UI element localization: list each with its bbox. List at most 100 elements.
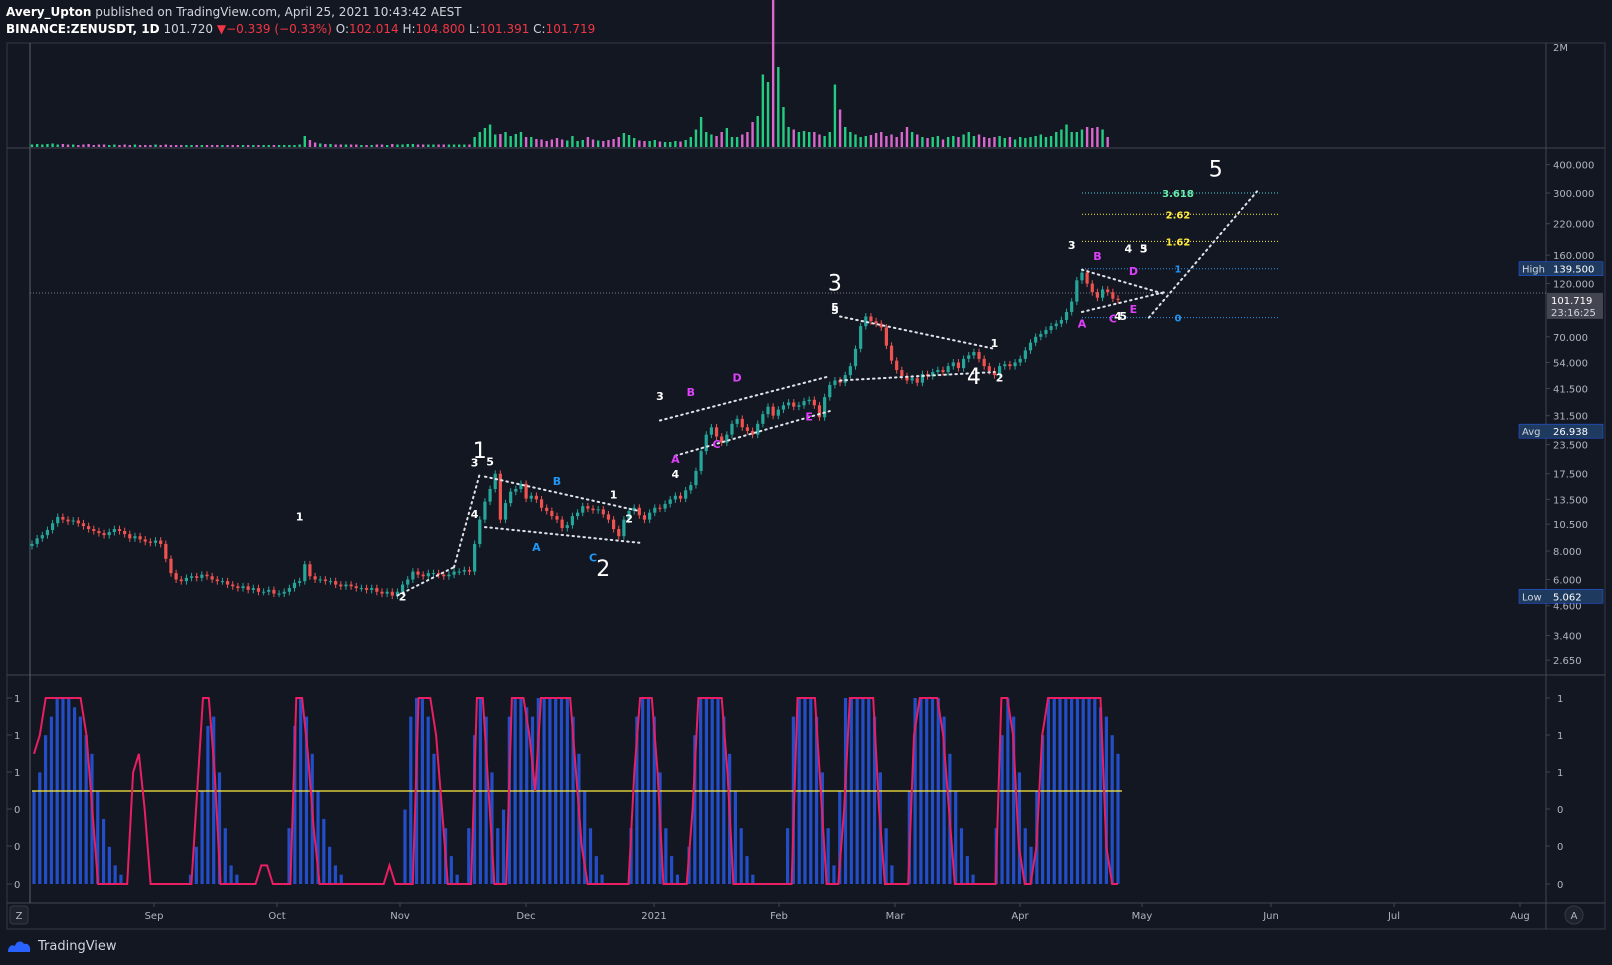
volume-bar — [921, 137, 924, 147]
candle-body — [159, 540, 163, 544]
tradingview-brand[interactable]: TradingView — [38, 938, 117, 954]
candle-body — [900, 370, 904, 377]
wave-line — [453, 472, 481, 569]
price-tick-label: 6.000 — [1553, 575, 1582, 586]
candle — [56, 513, 60, 527]
volume-axis: 4M2M — [1553, 43, 1568, 54]
oscillator-hist-bar — [229, 865, 233, 884]
candle — [627, 507, 631, 524]
volume-bar — [468, 144, 471, 147]
volume-bar — [30, 144, 34, 147]
candle-body — [349, 584, 353, 587]
oscillator-hist-bar — [600, 874, 604, 884]
candle-body — [179, 579, 183, 582]
candle-body — [848, 366, 852, 376]
volume-bar — [648, 141, 651, 147]
volume-bar — [1060, 129, 1063, 147]
candle-body — [699, 451, 703, 471]
volume-bar — [344, 144, 348, 147]
volume-bar — [751, 122, 754, 147]
candle — [612, 516, 616, 533]
wave-label: 4 — [672, 468, 680, 481]
wave-label: 3 — [1068, 239, 1076, 252]
wave-label: C — [589, 551, 597, 564]
volume-bar — [885, 136, 888, 147]
volume-bar — [1080, 129, 1084, 147]
candle-body — [66, 519, 70, 522]
candle-body — [1028, 342, 1033, 351]
candle-body — [323, 579, 327, 582]
candle — [364, 584, 369, 594]
volume-bar — [864, 136, 868, 147]
candle — [740, 415, 744, 431]
candle — [1028, 339, 1033, 354]
volume-bar — [478, 132, 481, 147]
volume-bar — [988, 138, 991, 147]
candle — [133, 532, 137, 542]
candle-body — [843, 375, 847, 383]
candle — [334, 577, 338, 589]
price-axis: 400.000 300.000 220.000 160.000 120.000 70.00… — [1546, 161, 1594, 667]
candle-body — [745, 427, 750, 431]
candle-body — [462, 570, 466, 572]
candle-body — [287, 588, 291, 592]
volume-bar — [607, 140, 610, 147]
oscillator-hist-bar — [43, 735, 48, 884]
volume-bar — [982, 137, 986, 147]
candle — [648, 509, 652, 524]
candle-body — [282, 591, 286, 594]
candle-body — [1003, 364, 1007, 367]
candle-body — [143, 539, 147, 542]
volume-bar — [638, 140, 641, 147]
candle-body — [210, 576, 214, 580]
candle-body — [642, 515, 647, 520]
a-button[interactable]: A — [1564, 905, 1584, 925]
volume-bar — [710, 134, 713, 147]
candle-body — [740, 418, 744, 428]
wave-label: 2 — [996, 372, 1004, 385]
candle-body — [1059, 319, 1063, 324]
candle-body — [956, 362, 961, 369]
candle — [1018, 355, 1022, 366]
oscillator-hist-bar — [1041, 735, 1045, 884]
wave-line — [658, 375, 831, 422]
candle — [493, 470, 497, 493]
candle-body — [931, 372, 935, 377]
candle — [1111, 288, 1115, 303]
candle — [735, 415, 739, 428]
candle — [437, 569, 441, 579]
oscillator-hist-bar — [78, 716, 82, 884]
author-name[interactable]: Avery_Upton — [6, 5, 92, 19]
symbol-label[interactable]: BINANCE:ZENUSDT, 1D — [6, 22, 160, 36]
candle — [550, 507, 554, 520]
candle — [905, 372, 909, 384]
candle-body — [689, 485, 693, 491]
candle-body — [915, 378, 919, 383]
oscillator-hist-bar — [890, 865, 894, 884]
candle-body — [138, 536, 142, 540]
volume-bar — [823, 136, 826, 147]
candle-body — [97, 531, 101, 534]
candle — [457, 568, 461, 576]
wave-label: D — [1129, 265, 1138, 278]
volume-bar — [499, 134, 502, 147]
volume-bar — [108, 145, 111, 147]
candle — [313, 572, 317, 584]
volume-bar — [452, 144, 456, 147]
oscillator-hist-bar — [38, 772, 42, 884]
candle-body — [406, 579, 410, 585]
high-label: H: — [402, 22, 416, 36]
z-button[interactable]: Z — [9, 905, 29, 925]
badge-label: Low — [1522, 592, 1542, 603]
candle — [153, 537, 158, 547]
oscillator-hist-bar — [496, 828, 500, 884]
wave-label: 5 — [1209, 157, 1223, 182]
oscillator-hist-bar — [206, 725, 210, 884]
volume-bar — [705, 132, 708, 147]
candle-body — [1049, 326, 1053, 330]
volume-bar — [838, 109, 842, 147]
candle — [102, 529, 106, 539]
wave-line — [483, 526, 641, 544]
candle — [76, 517, 80, 527]
